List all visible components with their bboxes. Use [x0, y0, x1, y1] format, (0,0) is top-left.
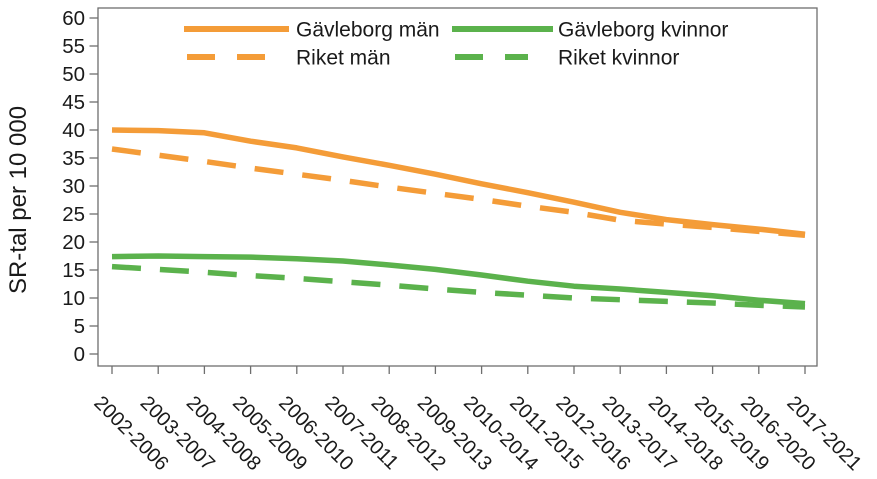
x-axis: 2002-20062003-20072004-20082005-20092006… — [89, 366, 866, 475]
y-tick-label: 40 — [62, 119, 85, 142]
y-tick-label: 35 — [62, 147, 85, 170]
series-line-riket-m-n — [111, 146, 806, 239]
legend-item-riket-m-n: Riket män — [187, 47, 391, 70]
legend-label: Riket kvinnor — [558, 47, 679, 70]
legend-item-riket-kvinnor: Riket kvinnor — [455, 47, 679, 70]
y-tick-label: 15 — [62, 259, 85, 282]
y-tick-label: 45 — [62, 91, 85, 114]
y-tick-label: 60 — [62, 7, 85, 30]
series-line-g-vleborg-m-n — [111, 127, 806, 237]
y-tick-label: 0 — [74, 343, 85, 366]
y-tick-label: 30 — [62, 175, 85, 198]
y-tick-label: 5 — [74, 315, 85, 338]
y-tick-label: 55 — [62, 35, 85, 58]
y-tick-label: 25 — [62, 203, 85, 226]
y-axis-title: SR-tal per 10 000 — [5, 106, 32, 294]
series-line-riket-kvinnor — [111, 263, 806, 310]
plot-frame — [97, 7, 818, 367]
y-tick-label: 50 — [62, 63, 85, 86]
series-line-g-vleborg-kvinnor — [111, 253, 806, 307]
legend-label: Riket män — [296, 47, 391, 70]
y-tick-label: 20 — [62, 231, 85, 254]
legend: Gävleborg män Gävleborg kvinnor Riket män R… — [184, 19, 728, 70]
legend-item-g-vleborg-kvinnor: Gävleborg kvinnor — [452, 19, 728, 42]
legend-label: Gävleborg män — [296, 19, 440, 42]
legend-label: Gävleborg kvinnor — [558, 19, 728, 42]
y-tick-label: 10 — [62, 287, 85, 310]
legend-item-g-vleborg-m-n: Gävleborg män — [184, 19, 440, 42]
y-axis: 0 5 10 15 20 25 30 35 40 45 50 55 60 — [62, 7, 98, 366]
